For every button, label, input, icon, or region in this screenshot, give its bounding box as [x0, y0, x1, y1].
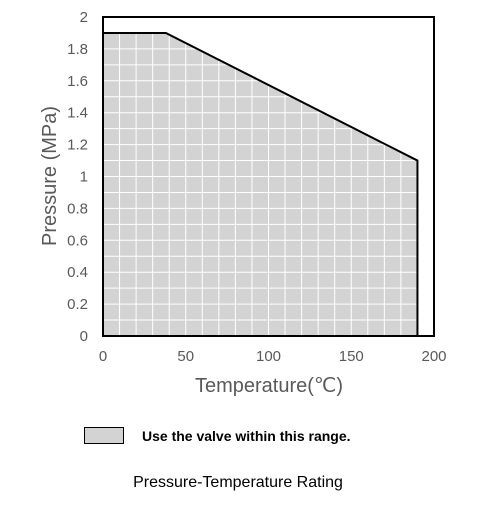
operating-region [103, 32, 418, 336]
x-tick-label: 200 [421, 348, 446, 365]
x-tick-labels: 0 50 100 150 200 [99, 348, 447, 365]
figure-caption: Pressure-Temperature Rating [133, 474, 343, 491]
plot-area [102, 16, 435, 337]
y-tick-label: 1.4 [67, 105, 88, 122]
y-tick-label: 1.8 [67, 41, 88, 58]
y-tick-label: 1.2 [67, 137, 88, 154]
x-tick-label: 0 [99, 348, 107, 365]
y-tick-label: 0.4 [67, 264, 88, 281]
legend: Use the valve within this range. [84, 427, 351, 444]
plot-frame [102, 16, 435, 337]
legend-swatch [84, 427, 124, 444]
y-tick-label: 0.8 [67, 200, 88, 217]
y-tick-label: 2 [80, 9, 88, 26]
y-tick-label: 0 [80, 328, 88, 345]
y-axis-title: Pressure (MPa) [39, 106, 61, 246]
x-tick-label: 100 [256, 348, 281, 365]
y-tick-label: 1.6 [67, 73, 88, 90]
x-axis-title: Temperature(℃) [195, 375, 343, 397]
legend-label: Use the valve within this range. [142, 427, 351, 444]
x-tick-label: 50 [177, 348, 194, 365]
y-tick-label: 0.6 [67, 232, 88, 249]
x-tick-label: 150 [339, 348, 364, 365]
chart-svg: 0 50 100 150 200 0 0.2 0.4 0.6 0.8 1 1.2 1.4 1.6 1.8 2… [39, 9, 447, 397]
y-tick-label: 1 [80, 169, 88, 186]
y-tick-labels: 0 0.2 0.4 0.6 0.8 1 1.2 1.4 1.6 1.8 2 [67, 9, 88, 345]
y-tick-label: 0.2 [67, 296, 88, 313]
